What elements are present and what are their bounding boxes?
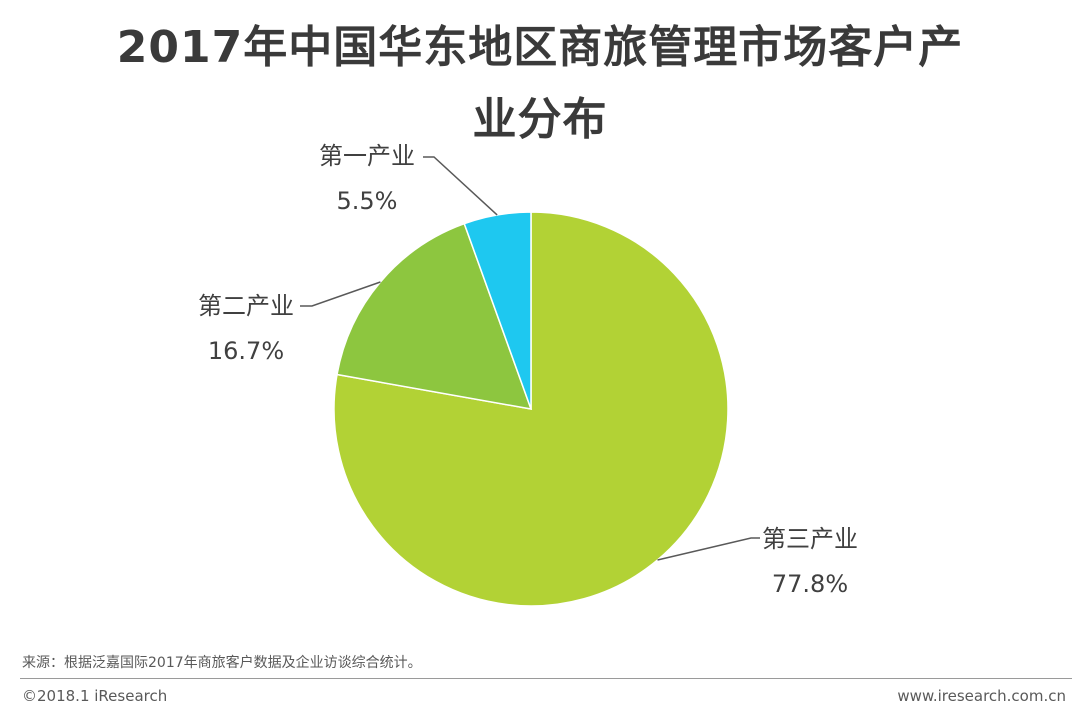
slice-value-label-3: 5.5% [337,187,398,215]
source-note: 来源：根据泛嘉国际2017年商旅客户数据及企业访谈综合统计。 [22,655,422,671]
slice-name-label-1: 第三产业 [762,525,858,553]
leader-line-2 [300,281,381,307]
pie-slice-1 [333,211,729,607]
copyright: ©2018.1 iResearch [22,687,168,705]
leader-line-1 [657,537,760,561]
footer-divider [20,678,1072,679]
chart-title: 2017年中国华东地区商旅管理市场客户产业分布 [116,22,964,145]
website: www.iresearch.com.cn [897,687,1066,705]
slice-name-label-2: 第二产业 [198,292,294,320]
leader-line-3 [423,156,498,216]
slice-value-label-2: 16.7% [208,337,284,365]
pie-slice-3 [463,211,532,410]
slice-name-label-3: 第一产业 [319,142,415,170]
pie-slice-2 [336,222,533,410]
slice-value-label-1: 77.8% [772,570,848,598]
